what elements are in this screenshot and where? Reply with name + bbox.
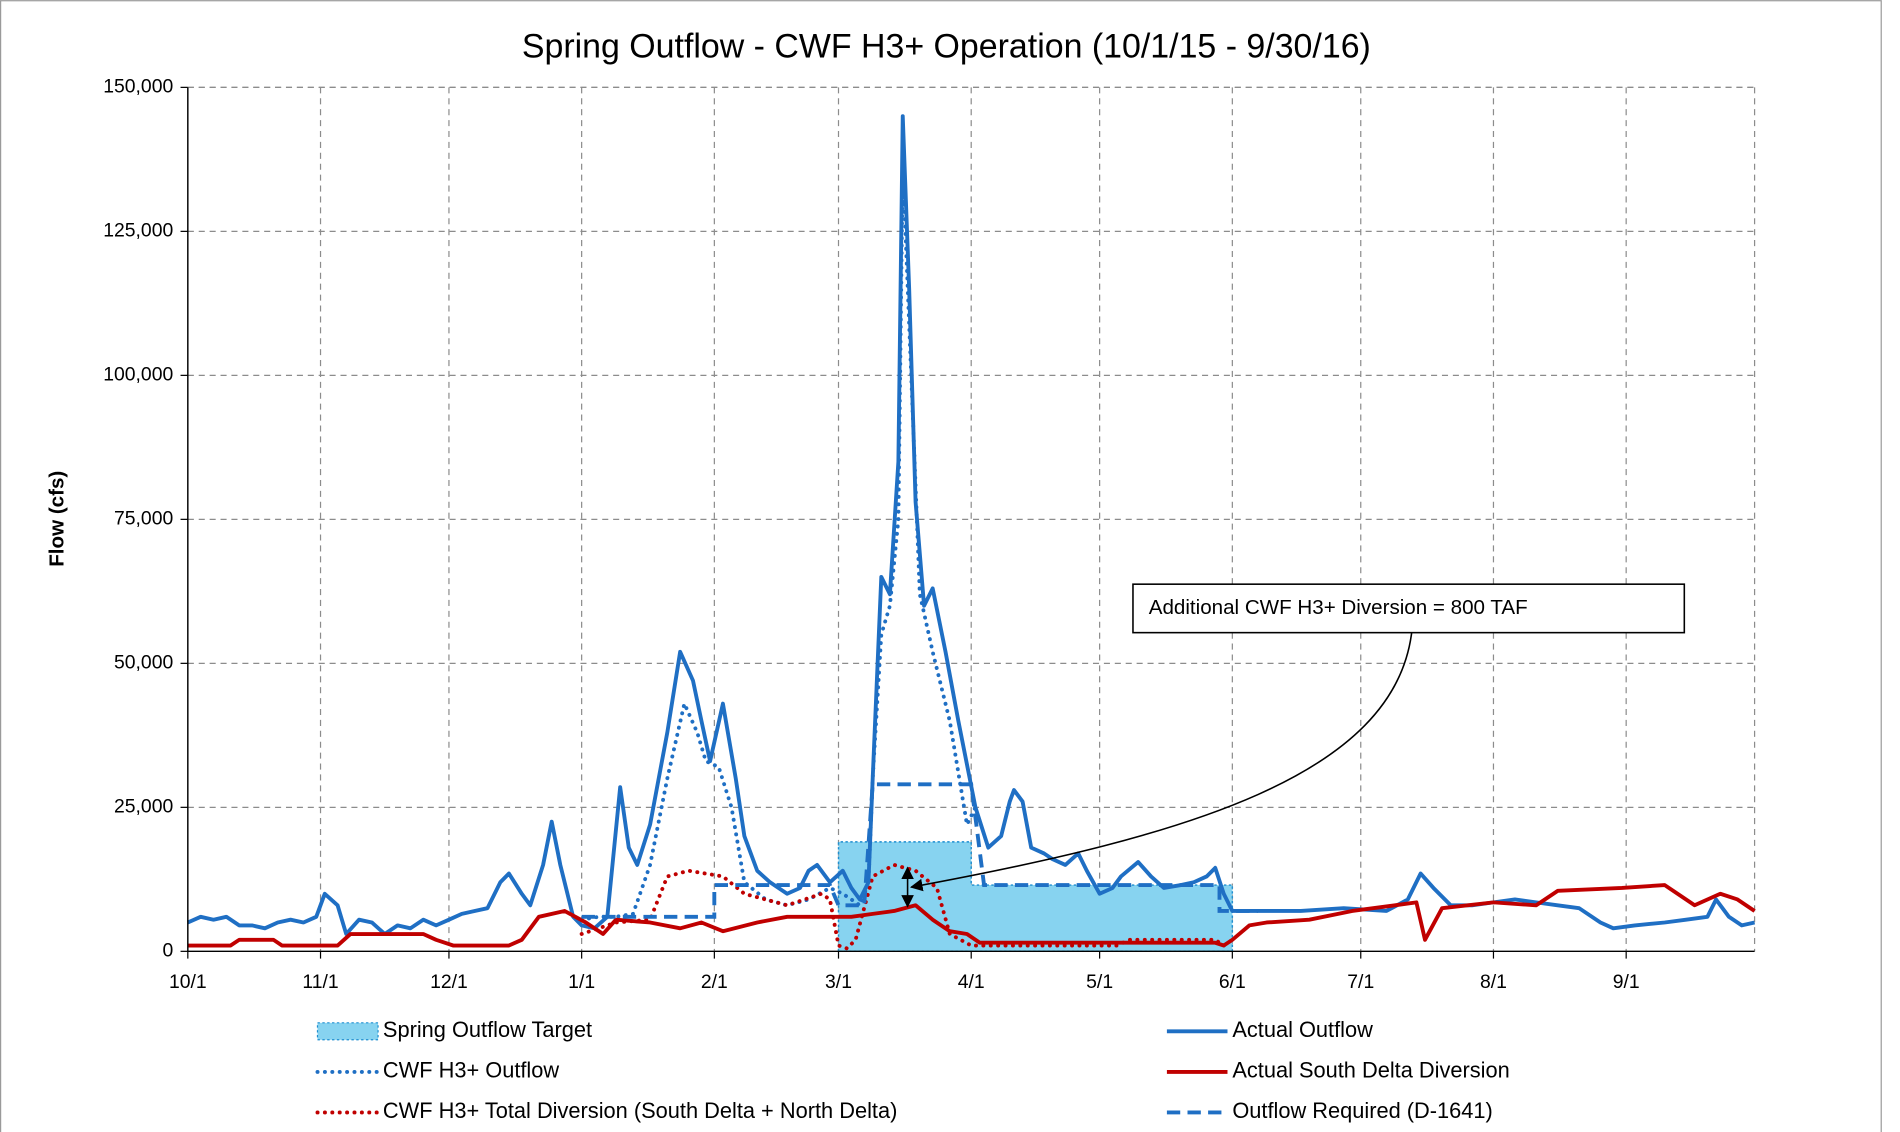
legend-label: Spring Outflow Target [383,1017,592,1042]
chart-title: Spring Outflow - CWF H3+ Operation (10/1… [522,28,1371,66]
y-tick-label: 0 [162,939,173,961]
legend-swatch [316,1022,379,1041]
x-tick-label: 2/1 [701,971,728,993]
x-tick-label: 3/1 [825,971,852,993]
y-tick-label: 150,000 [103,75,173,97]
line [581,782,1259,919]
plot-area: 0 25,000 50,000 75,000 100,000 125,000 150,000… [103,75,1756,993]
annotation-box [1132,583,1686,634]
x-tick-label: 12/1 [430,971,468,993]
x-tick-label: 7/1 [1347,971,1374,993]
y-tick-label: 75,000 [114,507,173,529]
x-tick-label: 4/1 [958,971,985,993]
annotation-arrow [909,632,1413,892]
x-tick-label: 1/1 [568,971,595,993]
legend-label: CWF H3+ Total Diversion (South Delta + N… [383,1098,897,1123]
x-tick-label: 11/1 [302,971,338,993]
y-tick-label: 50,000 [114,651,173,673]
x-tick-label: 6/1 [1219,971,1246,993]
y-tick-label: 100,000 [103,363,173,385]
x-tick-label: 8/1 [1480,971,1507,993]
y-tick-label: 25,000 [114,795,173,817]
line [579,862,1235,951]
legend-label: Actual Outflow [1232,1017,1373,1042]
line [187,883,1756,948]
annotation: Additional CWF H3+ Diversion = 800 TAF [901,583,1686,908]
y-axis-label: Flow (cfs) [46,471,69,567]
x-tick-label: 9/1 [1613,971,1640,993]
legend-label: Actual South Delta Diversion [1232,1058,1509,1083]
annotation-text: Additional CWF H3+ Diversion = 800 TAF [1149,596,1528,619]
y-tick-label: 125,000 [103,219,173,241]
legend: Spring Outflow Target CWF H3+ Outflow CWF … [315,1017,1510,1123]
x-tick-label: 10/1 [169,971,207,993]
legend-label: CWF H3+ Outflow [383,1058,559,1083]
x-tick-label: 5/1 [1086,971,1113,993]
legend-label: Outflow Required (D-1641) [1232,1098,1492,1123]
